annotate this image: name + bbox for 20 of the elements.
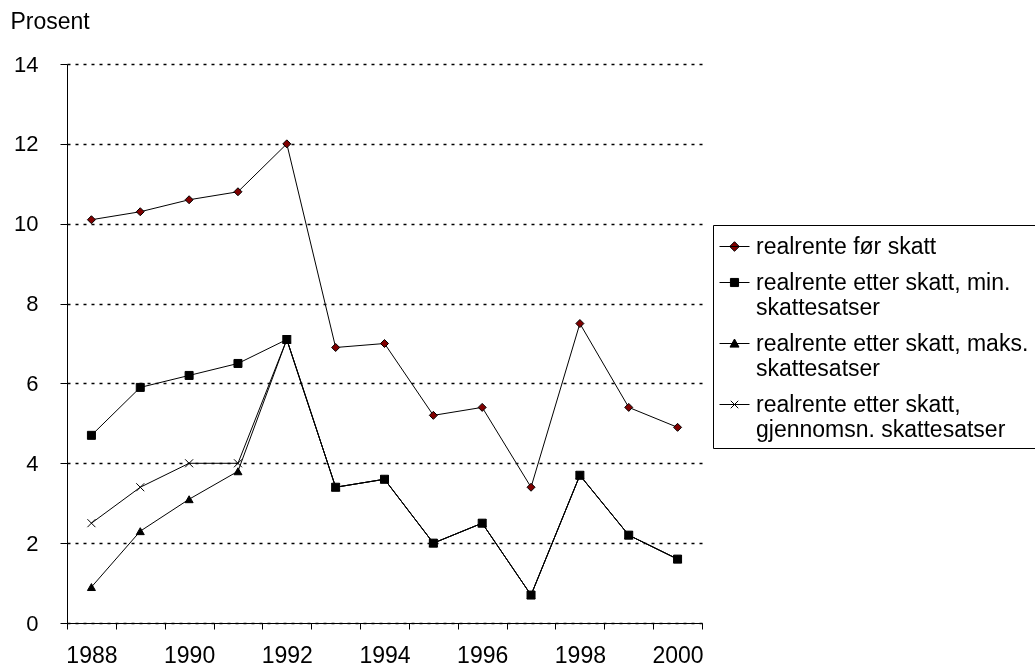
legend-label: realrente før skatt	[756, 232, 937, 259]
x-tick-label: 1988	[66, 641, 118, 668]
legend-label: realrente etter skatt, gjennomsn. skattesatser	[756, 390, 1006, 442]
y-tick-label: 0	[26, 610, 39, 636]
legend-label: realrente etter skatt, min. skattesatser	[756, 268, 1011, 320]
x-tick-label: 1990	[164, 641, 216, 668]
y-tick-label: 2	[26, 530, 39, 556]
y-axis-title: Prosent	[10, 7, 91, 34]
y-tick-label: 12	[14, 131, 39, 157]
x-tick-label: 1996	[457, 641, 509, 668]
legend-label: realrente etter skatt, maks. skattesatser	[756, 329, 1029, 381]
y-tick-label: 14	[14, 51, 39, 77]
y-tick-label: 6	[26, 370, 39, 396]
y-tick-label: 10	[14, 211, 39, 237]
x-tick-label: 1998	[554, 641, 606, 668]
y-tick-label: 8	[26, 291, 39, 317]
x-tick-label: 2000	[652, 641, 704, 668]
y-tick-label: 4	[26, 450, 39, 476]
x-tick-label: 1994	[359, 641, 411, 668]
x-tick-label: 1992	[261, 641, 313, 668]
